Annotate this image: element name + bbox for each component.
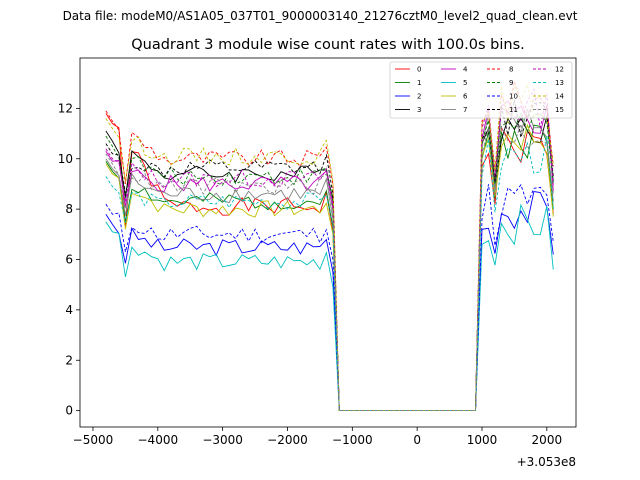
legend-label-6: 6	[463, 93, 468, 101]
y-tick-label: 6	[65, 253, 73, 267]
legend-label-11: 11	[509, 106, 518, 114]
legend-label-5: 5	[463, 79, 467, 87]
x-tick-label: −1000	[332, 433, 373, 447]
y-tick-label: 0	[65, 404, 73, 418]
legend-label-1: 1	[417, 79, 421, 87]
x-tick-label: 1000	[467, 433, 498, 447]
series-line-14	[105, 82, 554, 412]
legend-label-3: 3	[417, 106, 421, 114]
legend-label-8: 8	[509, 66, 513, 74]
legend-label-4: 4	[463, 66, 468, 74]
x-tick-label: −3000	[202, 433, 243, 447]
legend-box	[389, 61, 573, 119]
legend-label-13: 13	[555, 79, 564, 87]
legend-label-10: 10	[509, 93, 518, 101]
chart-suptitle: Data file: modeM0/AS1A05_037T01_90000031…	[63, 9, 578, 23]
x-tick-label: −5000	[73, 433, 114, 447]
legend-label-0: 0	[417, 66, 421, 74]
series-line-15	[105, 122, 554, 412]
series-line-13	[105, 136, 554, 412]
x-axis: −5000 −4000 −3000 −2000 −1000 0 1000 2000	[73, 427, 562, 447]
series-line-5	[105, 203, 554, 412]
chart-title: Quadrant 3 module wise count rates with …	[131, 37, 525, 53]
plot-frame	[79, 57, 577, 428]
x-tick-label: 0	[413, 433, 421, 447]
legend-label-15: 15	[555, 106, 564, 114]
y-tick-label: 10	[58, 152, 73, 166]
y-tick-label: 4	[65, 303, 73, 317]
x-tick-label: −2000	[267, 433, 308, 447]
y-tick-label: 8	[65, 202, 73, 216]
legend-label-14: 14	[555, 93, 564, 101]
y-axis: 0 2 4 6 8 10 12	[58, 101, 80, 418]
legend-label-7: 7	[463, 106, 467, 114]
legend-label-2: 2	[417, 93, 421, 101]
x-tick-label: 2000	[532, 433, 563, 447]
y-tick-label: 12	[58, 101, 73, 115]
x-tick-label: −4000	[138, 433, 179, 447]
series-line-10	[105, 183, 554, 412]
legend-label-12: 12	[555, 66, 564, 74]
y-tick-label: 2	[65, 353, 73, 367]
series-layer	[105, 79, 554, 412]
legend-label-9: 9	[509, 79, 513, 87]
x-axis-offset-label: +3.053e8	[517, 455, 576, 469]
